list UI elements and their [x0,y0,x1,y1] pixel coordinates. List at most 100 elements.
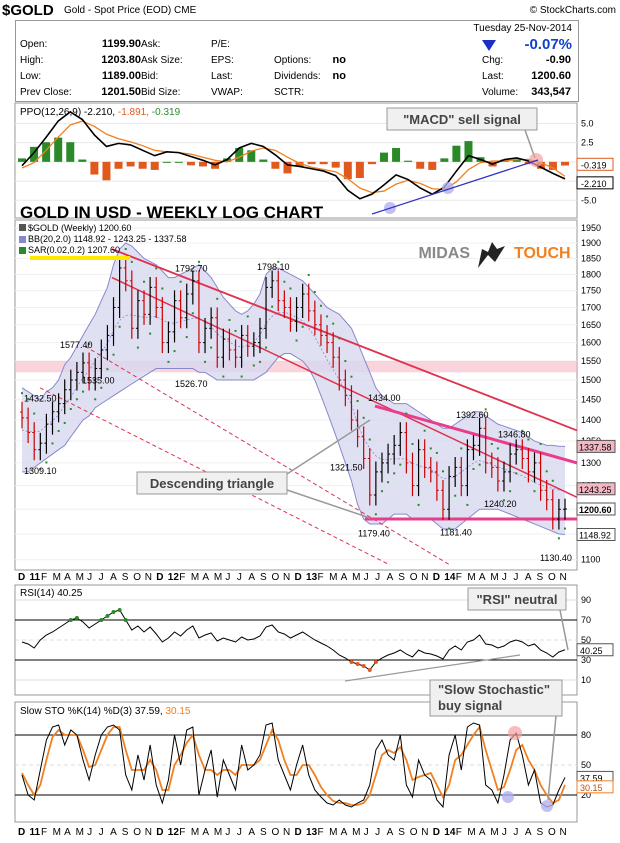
legend-bb-swatch [19,236,26,243]
source-credit: © StockCharts.com [529,5,616,16]
sar-dot [283,280,286,283]
price-label: 1346.80 [498,429,531,439]
sar-dot [460,447,463,450]
pe-label: P/E: [211,39,230,50]
ppo-histogram-bar [186,161,195,166]
ppo-tick-label: 5.0 [581,118,594,128]
sar-dot [338,337,341,340]
ppo-histogram-bar [259,159,268,162]
ppo-signal-badge [576,157,614,171]
x-tick-label: F [318,572,324,583]
x-tick-label: D [18,827,25,838]
sar-dot [216,297,219,300]
sar-dot [289,287,292,290]
ppo-histogram-bar [283,161,292,174]
x-tick-label: M [352,827,360,838]
rsi-overbought-mark [99,618,104,622]
ppo-histogram-bar [78,159,87,162]
x-tick-label: O [271,827,279,838]
x-tick-label: D [295,572,302,583]
x-tick-label: 12 [168,572,180,583]
sar-dot [527,438,530,441]
stoch-tick-label: 80 [581,730,591,740]
x-tick-label: A [525,827,532,838]
stoch-d-badge [576,780,614,794]
sar-dot [557,537,560,540]
stoch-k-line [21,722,566,809]
high-label: High: [20,55,44,66]
x-tick-label: A [341,572,348,583]
down-arrow-icon [482,40,496,51]
rsi-overbought-mark [74,616,79,620]
x-tick-label: M [467,572,475,583]
sar-dot [106,368,109,371]
price-label: 1432.50 [24,394,57,404]
x-tick-label: N [145,827,152,838]
logo-midas: MIDAS [418,245,470,262]
price-tick-label: 1400 [581,415,601,425]
price-badge [576,482,616,496]
high-highlight [30,256,130,260]
sar-dot [149,332,152,335]
x-tick-label: M [191,827,199,838]
rsi-oversold-mark [373,660,378,664]
ppo-histogram-bar [90,161,99,175]
ppo-histogram-bar [66,142,75,162]
price-layer: 1950 1900 1850 1800 1750 1700 1650 1600 1550 1500… [15,223,616,566]
x-tick-label: S [536,827,543,838]
x-tick-label: M [76,572,84,583]
x-tick-label: J [364,827,369,838]
sar-dot [124,247,127,250]
sar-dot [545,470,548,473]
ppo-histogram-bar [380,152,388,162]
options-value: no [332,54,346,66]
ppo-histogram-bar [392,148,401,162]
x-tick-label: J [225,827,230,838]
sar-dot [258,360,261,363]
x-tick-label: M [53,572,61,583]
sar-dot [155,267,158,270]
x-tick-label: O [548,572,556,583]
macd-annotation: "MACD" sell signal [403,112,521,127]
sar-dot [490,442,493,445]
sctr-label: SCTR: [274,87,304,98]
ask-size-label: Ask Size: [141,55,183,66]
bollinger-upper [21,242,566,447]
sar-dot [356,400,359,403]
sar-dot [33,412,36,415]
x-tick-label: A [387,572,394,583]
ppo-histogram-bar [331,161,340,168]
price-tick-label: 1900 [581,238,601,248]
sar-dot [380,490,383,493]
sar-dot [118,325,121,328]
sar-dot [429,447,432,450]
sar-dot [533,490,536,493]
x-tick-label: O [410,572,418,583]
x-tick-label: M [214,827,222,838]
sar-dot [240,375,243,378]
x-tick-label: A [202,827,209,838]
price-tick-label: 1500 [581,375,601,385]
last-label: Last: [211,71,233,82]
sar-dot [100,386,103,389]
x-tick-label: 13 [306,827,318,838]
x-tick-label: O [133,827,141,838]
x-tick-label: D [156,827,163,838]
x-tick-label: N [283,827,290,838]
x-tick-label: F [179,827,185,838]
rsi-label: RSI(14) 40.25 [20,588,83,599]
ppo-histogram-bar [18,158,26,162]
price-label: 1526.70 [175,379,208,389]
price-label: 1130.40 [540,553,572,563]
sar-dot [185,336,188,339]
ppo-histogram-bar [367,161,376,165]
ppo-histogram-bar [512,159,521,162]
x-tick-label: A [479,572,486,583]
ask-label: Ask: [141,39,161,50]
sar-dot [399,463,402,466]
eps-label: EPS: [211,55,234,66]
x-tick-label: J [87,572,92,583]
sar-dot [143,280,146,283]
x-tick-label: F [318,827,324,838]
